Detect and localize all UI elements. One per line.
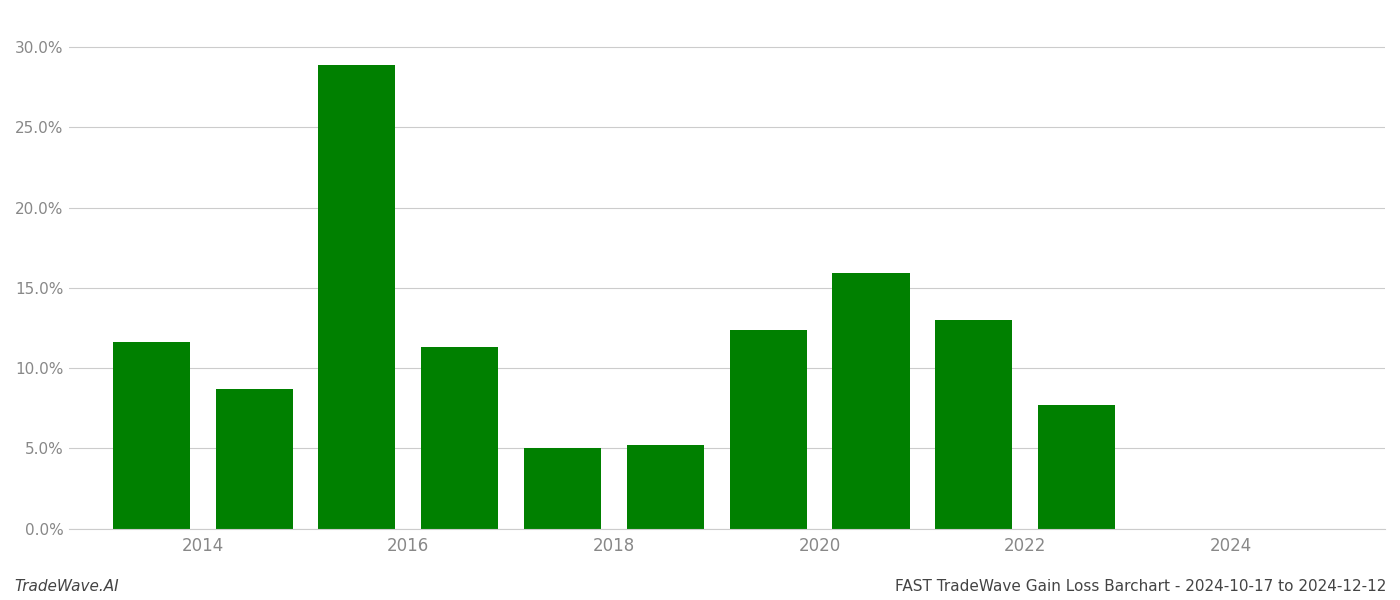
Bar — [113, 341, 190, 529]
Bar — [729, 329, 806, 529]
Bar — [421, 347, 498, 529]
Bar — [627, 445, 704, 529]
Text: TradeWave.AI: TradeWave.AI — [14, 579, 119, 594]
Bar — [935, 320, 1012, 529]
Bar — [216, 389, 293, 529]
Bar — [318, 65, 395, 529]
Bar — [1037, 405, 1116, 529]
Bar — [833, 274, 910, 529]
Text: FAST TradeWave Gain Loss Barchart - 2024-10-17 to 2024-12-12: FAST TradeWave Gain Loss Barchart - 2024… — [895, 579, 1386, 594]
Bar — [524, 448, 601, 529]
